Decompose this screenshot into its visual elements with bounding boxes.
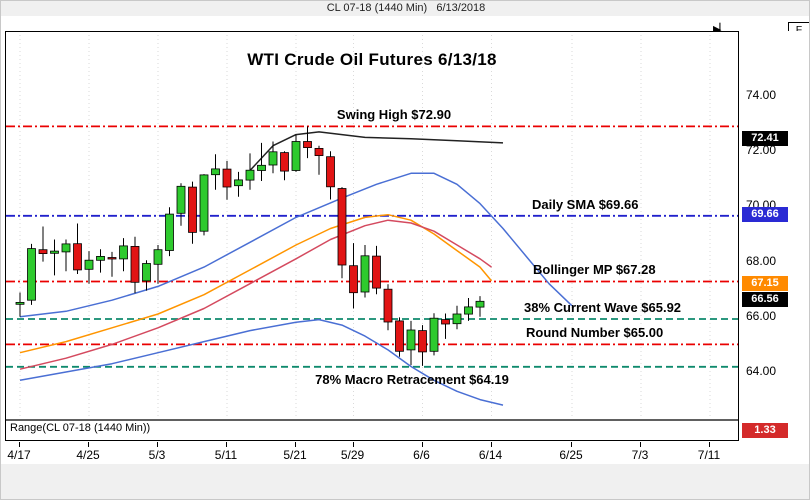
- date-tick-label: 4/25: [76, 448, 100, 462]
- bottom-margin: [1, 464, 809, 499]
- price-marker: 69.66: [742, 206, 788, 222]
- window-title-bar: [1, 1, 809, 16]
- indicator-line-bollinger-upper-band: [19, 172, 573, 318]
- time-tick-mark: [157, 442, 158, 447]
- price-tick-label: 68.00: [746, 253, 777, 268]
- indicator-lines: [19, 131, 573, 406]
- date-tick-label: 5/21: [283, 448, 307, 462]
- annotation-label: Bollinger MP $67.28: [533, 262, 656, 278]
- date-tick-label: 6/6: [413, 448, 430, 462]
- time-tick-mark: [19, 442, 20, 447]
- annotation-label: Swing High $72.90: [336, 107, 452, 123]
- candles: [15, 126, 485, 366]
- annotation-label: Round Number $65.00: [526, 325, 664, 341]
- instrument-header: CL 07-18 (1440 Min) 6/13/2018: [326, 2, 486, 14]
- date-tick-label: 6/25: [559, 448, 583, 462]
- price-tick-label: 74.00: [746, 88, 777, 102]
- indicator-line-bollinger-lower-band: [19, 318, 504, 406]
- price-axis[interactable]: 74.00 72.00 70.00 68.00 66.00 64.00 72.41 69.66…: [741, 31, 809, 443]
- date-tick-label: 5/11: [214, 448, 238, 462]
- indicator-line-sma-orange: [19, 213, 493, 354]
- time-tick-mark: [421, 442, 423, 447]
- time-axis[interactable]: 4/17 4/25 5/3 5/11 5/21 5/29 6/6 6/14 6/25 7/3 7/1…: [5, 442, 741, 464]
- annotation-label: 38% Current Wave $65.92: [524, 300, 682, 315]
- annotation-label: 78% Macro Retracement $64.19: [315, 371, 509, 387]
- date-tick-label: 7/3: [631, 448, 649, 462]
- price-marker: 66.56: [742, 292, 788, 308]
- time-tick-mark: [226, 442, 227, 447]
- time-tick-mark: [709, 442, 710, 447]
- indicator-line-swing-line-black: [249, 131, 504, 172]
- price-marker: 72.41: [742, 130, 788, 146]
- date-tick-label: 5/3: [148, 448, 166, 462]
- date-tick-label: 4/17: [7, 448, 31, 462]
- price-tick-label: 64.00: [746, 364, 777, 378]
- annotation-lines: [6, 125, 738, 368]
- time-tick-mark: [571, 442, 572, 447]
- time-tick-mark: [88, 442, 89, 447]
- time-tick-mark: [640, 442, 641, 447]
- range-value-marker: 1.33: [742, 423, 788, 438]
- price-tick-label: 66.00: [746, 308, 777, 323]
- date-tick-label: 5/29: [340, 448, 365, 462]
- date-tick-label: 7/11: [697, 448, 721, 462]
- chart-area[interactable]: WTI Crude Oil Futures 6/13/18 Range(CL 0…: [5, 31, 739, 441]
- annotation-label: Daily SMA $69.66: [532, 196, 639, 212]
- indicator-line-sma-red: [19, 219, 492, 370]
- chart-title: WTI Crude Oil Futures 6/13/18: [247, 50, 497, 69]
- time-tick-mark: [295, 442, 296, 447]
- time-tick-mark: [352, 442, 354, 447]
- time-tick-mark: [490, 442, 492, 447]
- chart-canvas: [6, 35, 738, 421]
- date-tick-label: 6/14: [478, 448, 503, 462]
- price-tick-label: 72.00: [746, 143, 777, 158]
- price-marker: 67.15: [742, 276, 788, 292]
- range-indicator-label: Range(CL 07-18 (1440 Min)): [10, 422, 151, 434]
